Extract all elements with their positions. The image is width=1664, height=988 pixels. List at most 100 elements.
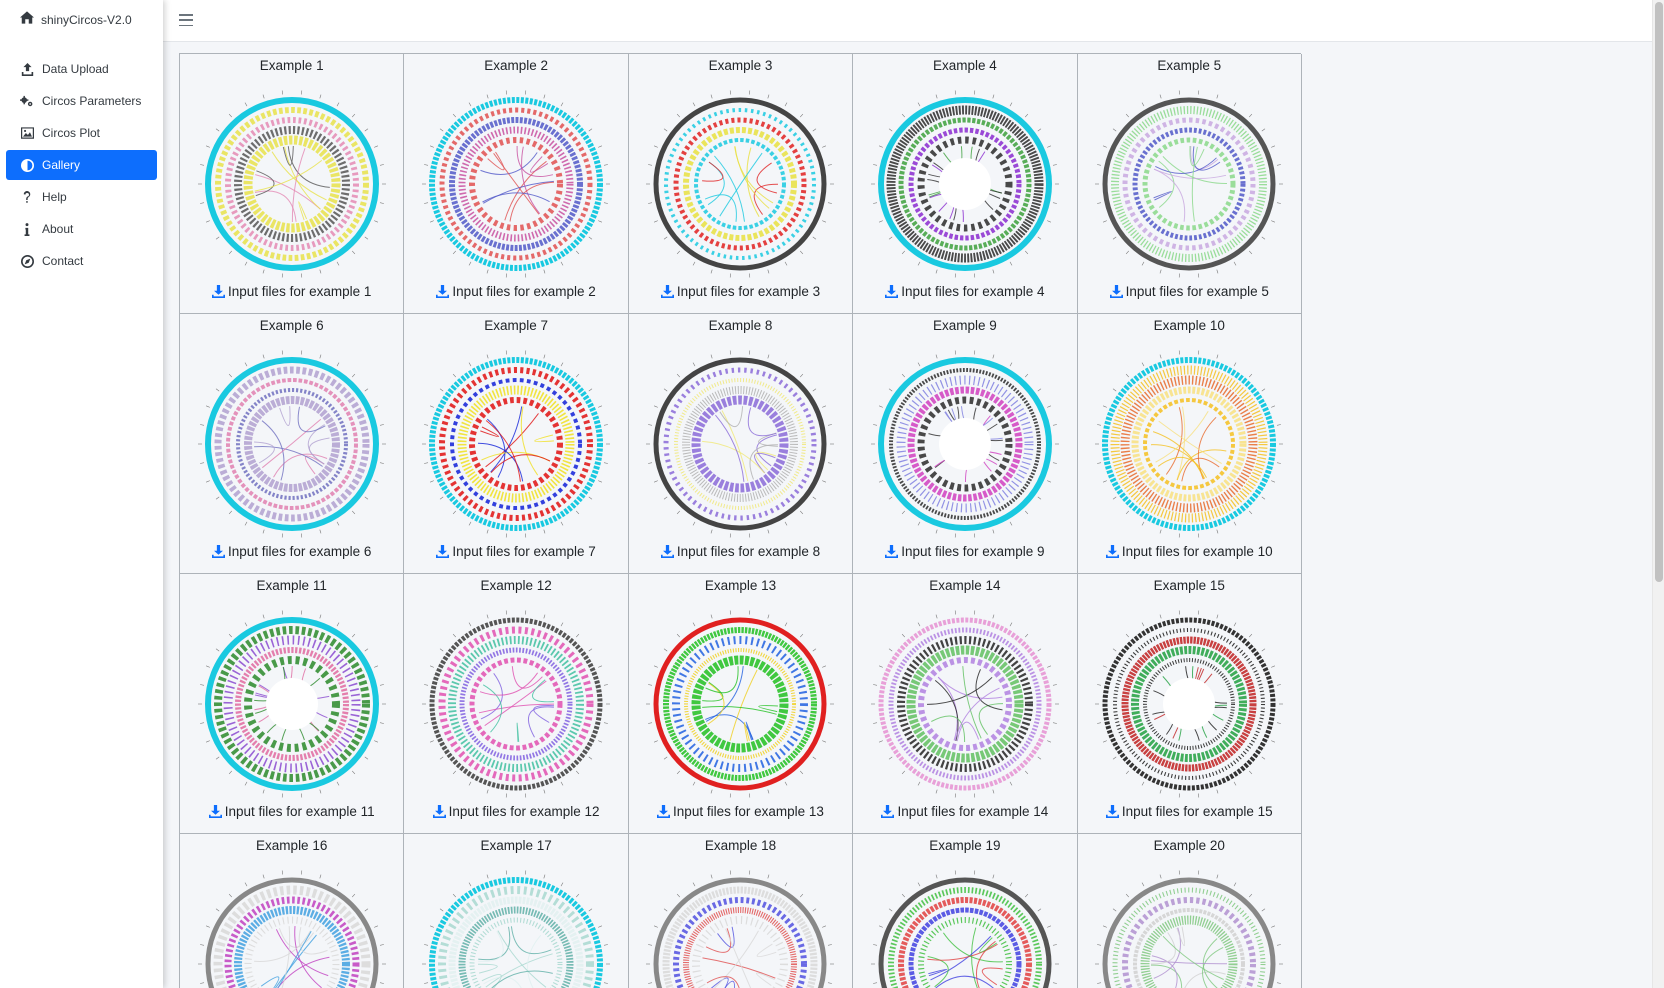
gallery-item: Example 8 Input files for example 8: [628, 314, 854, 574]
gallery-item: Example 17: [404, 834, 629, 988]
circos-plot-image: [1095, 870, 1284, 988]
example-title: Example 9: [932, 318, 997, 333]
download-input-files-link[interactable]: Input files for example 1: [180, 284, 403, 299]
download-input-files-link[interactable]: Input files for example 5: [1078, 284, 1301, 299]
circos-plot-image: [422, 350, 611, 538]
download-input-files-link[interactable]: Input files for example 2: [404, 284, 627, 299]
download-icon: [1105, 805, 1119, 818]
sidebar-item-circos-plot[interactable]: Circos Plot: [6, 118, 157, 148]
gallery-item: Example 14 Input files for example 14: [853, 574, 1078, 834]
example-title: Example 1: [259, 58, 324, 73]
download-input-files-link[interactable]: Input files for example 14: [853, 804, 1076, 819]
gallery-item: Example 1 Input files for example 1: [180, 54, 405, 314]
download-input-files-link[interactable]: Input files for example 4: [853, 284, 1076, 299]
example-title: Example 11: [256, 578, 327, 593]
download-input-files-link[interactable]: Input files for example 3: [629, 284, 852, 299]
gallery-item: Example 5 Input files for example 5: [1077, 54, 1302, 314]
example-title: Example 5: [1157, 58, 1222, 73]
sidebar-item-circos-parameters[interactable]: Circos Parameters: [6, 86, 157, 116]
example-title: Example 19: [929, 838, 1001, 853]
download-link-label: Input files for example 6: [228, 544, 372, 559]
gallery-item: Example 16: [180, 834, 405, 988]
download-input-files-link[interactable]: Input files for example 10: [1078, 544, 1301, 559]
circos-plot-image: [422, 90, 611, 278]
circos-plot-image: [646, 870, 835, 988]
app-title: shinyCircos-V2.0: [41, 13, 132, 27]
download-icon: [208, 805, 222, 818]
sidebar-item-help[interactable]: Help: [6, 182, 157, 212]
download-input-files-link[interactable]: Input files for example 6: [180, 544, 403, 559]
circos-plot-image: [197, 90, 386, 278]
download-icon: [660, 545, 674, 558]
download-link-label: Input files for example 13: [673, 804, 824, 819]
download-link-label: Input files for example 15: [1121, 804, 1273, 819]
download-link-label: Input files for example 14: [897, 804, 1049, 819]
question-icon: [20, 190, 34, 204]
download-link-label: Input files for example 2: [452, 284, 596, 299]
download-link-label: Input files for example 8: [676, 544, 821, 559]
download-icon: [881, 805, 895, 818]
gallery-grid: Example 1 Input files for example 1 Exampl…: [179, 53, 1302, 988]
download-link-label: Input files for example 9: [901, 544, 1045, 559]
circos-plot-image: [870, 610, 1059, 798]
download-link-label: Input files for example 3: [676, 284, 821, 299]
download-link-label: Input files for example 7: [452, 544, 596, 559]
sidebar-item-label: Gallery: [42, 158, 81, 172]
sidebar-item-label: Circos Plot: [42, 126, 101, 140]
circos-plot-image: [646, 610, 835, 798]
hamburger-icon[interactable]: [179, 14, 193, 26]
adjust-icon: [20, 158, 34, 172]
download-input-files-link[interactable]: Input files for example 8: [629, 544, 852, 559]
circos-plot-image: [197, 610, 386, 798]
sidebar-item-gallery[interactable]: Gallery: [6, 150, 157, 180]
sidebar-item-data-upload[interactable]: Data Upload: [6, 54, 157, 84]
circos-plot-image: [646, 350, 835, 538]
circos-plot-image: [646, 90, 835, 278]
sidebar-item-label: Contact: [42, 254, 84, 268]
sidebar-item-label: Data Upload: [42, 62, 109, 76]
scrollbar[interactable]: [1652, 0, 1664, 988]
scrollbar-thumb[interactable]: [1655, 2, 1663, 582]
download-icon: [436, 545, 450, 558]
example-title: Example 15: [1153, 578, 1225, 593]
gears-icon: [20, 94, 34, 108]
example-title: Example 14: [929, 578, 1001, 593]
download-icon: [436, 285, 450, 298]
download-input-files-link[interactable]: Input files for example 13: [629, 804, 852, 819]
download-input-files-link[interactable]: Input files for example 12: [404, 804, 627, 819]
download-input-files-link[interactable]: Input files for example 7: [404, 544, 627, 559]
gallery-item: Example 7 Input files for example 7: [404, 314, 629, 574]
download-input-files-link[interactable]: Input files for example 15: [1078, 804, 1301, 819]
top-header: [163, 0, 1652, 42]
compass-icon: [20, 254, 34, 268]
sidebar-nav: Data Upload Circos Parameters Circos Plot G…: [0, 54, 163, 276]
sidebar-item-contact[interactable]: Contact: [6, 246, 157, 276]
gallery-item: Example 4 Input files for example 4: [853, 54, 1078, 314]
circos-plot-image: [1095, 90, 1284, 278]
brand[interactable]: shinyCircos-V2.0: [0, 0, 163, 40]
gallery-item: Example 2 Input files for example 2: [404, 54, 629, 314]
circos-plot-image: [197, 870, 386, 988]
circos-plot-image: [197, 350, 386, 538]
download-icon: [432, 805, 446, 818]
download-link-label: Input files for example 12: [448, 804, 600, 819]
gallery-item: Example 3 Input files for example 3: [628, 54, 854, 314]
download-icon: [657, 805, 671, 818]
circos-plot-image: [870, 350, 1059, 538]
example-title: Example 20: [1153, 838, 1225, 853]
sidebar-item-label: About: [42, 222, 74, 236]
example-title: Example 13: [704, 578, 777, 593]
sidebar: shinyCircos-V2.0 Data Upload Circos Param…: [0, 0, 163, 988]
download-input-files-link[interactable]: Input files for example 11: [180, 804, 403, 819]
download-icon: [212, 545, 226, 558]
gallery-item: Example 19: [853, 834, 1078, 988]
example-title: Example 2: [484, 58, 548, 73]
sidebar-item-about[interactable]: About: [6, 214, 157, 244]
gallery-item: Example 20: [1077, 834, 1302, 988]
download-icon: [660, 285, 674, 298]
gallery-item: Example 6 Input files for example 6: [180, 314, 405, 574]
circos-plot-image: [1095, 350, 1284, 538]
gallery-item: Example 18: [628, 834, 854, 988]
example-title: Example 4: [932, 58, 997, 73]
download-input-files-link[interactable]: Input files for example 9: [853, 544, 1076, 559]
